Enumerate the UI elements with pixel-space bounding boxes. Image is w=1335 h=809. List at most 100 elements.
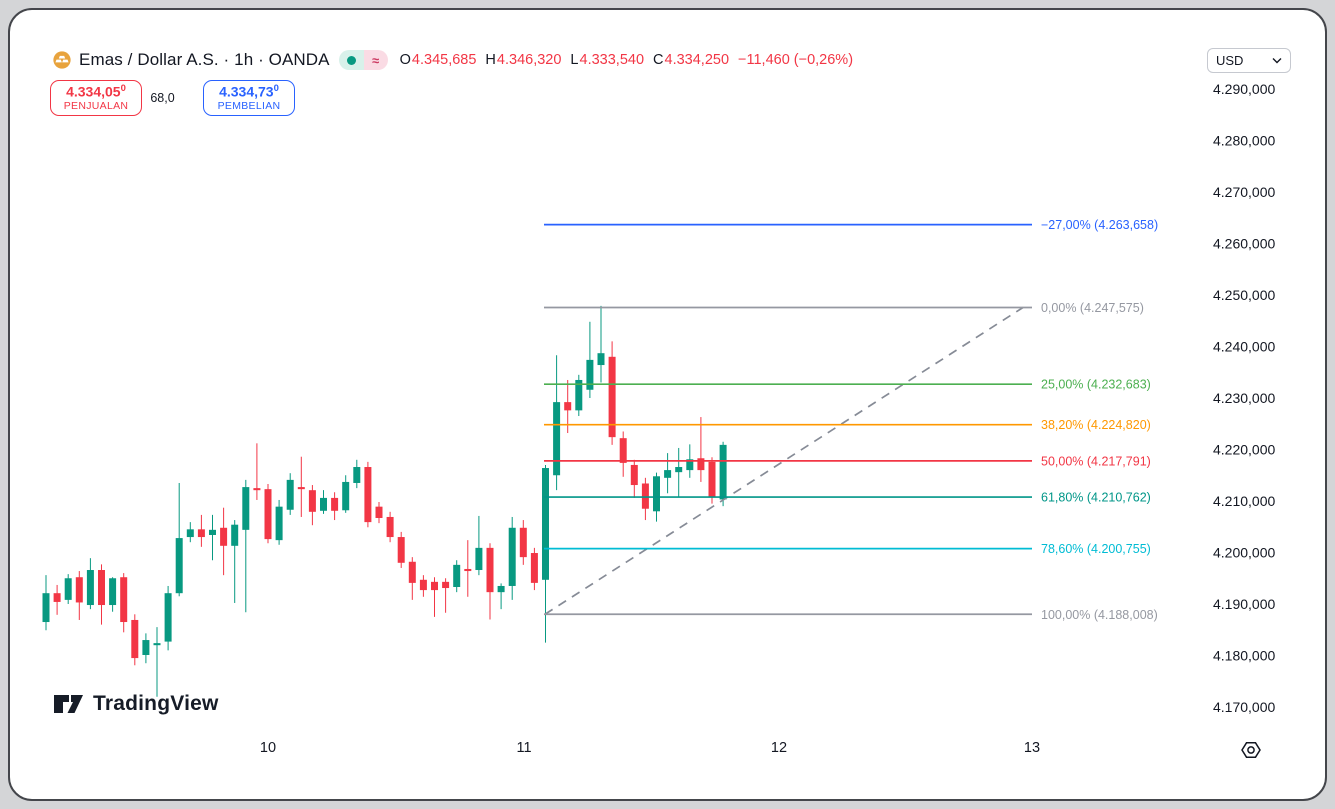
candle-body: [86, 570, 94, 606]
candle-body: [264, 489, 272, 540]
candle-body: [630, 464, 638, 486]
fib-level-label: 61,80% (4.210,762): [1041, 491, 1151, 505]
candle-body: [197, 529, 205, 538]
price-tick-label[interactable]: 4.260,000: [1213, 236, 1275, 252]
candle-body: [508, 527, 516, 586]
candle-body: [120, 577, 128, 623]
buy-button[interactable]: 4.334,730 PEMBELIAN: [203, 80, 295, 116]
sell-label: PENJUALAN: [63, 99, 129, 112]
tradingview-logo-icon: [54, 695, 83, 713]
candle-body: [320, 497, 327, 511]
price-tick-label[interactable]: 4.220,000: [1213, 442, 1275, 458]
close-label: C: [653, 52, 664, 68]
sell-price: 4.334,05: [66, 83, 121, 100]
candle-body: [497, 585, 505, 593]
candle-body: [64, 578, 72, 600]
chart-canvas: −27,00% (4.263,658) 0,00% (4.247,575) 25,0…: [8, 8, 1327, 801]
candle-body: [342, 481, 350, 511]
candle-body: [53, 593, 61, 602]
change-value: −11,460 (−0,26%): [738, 52, 854, 68]
candle-body: [542, 468, 549, 580]
candle-body: [275, 506, 283, 541]
fib-level-label: −27,00% (4.263,658): [1041, 218, 1158, 232]
price-tick-label[interactable]: 4.230,000: [1213, 390, 1275, 406]
candle-body: [386, 516, 394, 538]
fib-level-label: 0,00% (4.247,575): [1041, 301, 1144, 315]
candle-body: [308, 490, 316, 512]
sell-button[interactable]: 4.334,050 PENJUALAN: [50, 80, 142, 116]
candle-body: [664, 470, 672, 478]
candle-body: [164, 593, 172, 642]
candles-layer: [42, 305, 727, 697]
fib-retracement-layer: −27,00% (4.263,658) 0,00% (4.247,575) 25,0…: [544, 218, 1158, 622]
ohlc-readout: O 4.345,685 H 4.346,320 L 4.333,540 C 4.334,…: [400, 52, 853, 68]
candle-body: [375, 506, 383, 518]
candle-body: [575, 379, 583, 411]
candle-body: [242, 487, 250, 530]
candle-body: [653, 476, 660, 512]
time-tick-label[interactable]: 13: [1024, 740, 1040, 756]
tradingview-watermark[interactable]: TradingView: [52, 692, 219, 716]
candle-body: [686, 459, 694, 471]
open-label: O: [399, 52, 411, 68]
candle-body: [419, 579, 427, 591]
fib-level-label: 78,60% (4.200,755): [1041, 542, 1151, 556]
candle-body: [475, 547, 483, 571]
candle-body: [364, 467, 372, 523]
open-value: 4.345,685: [411, 52, 477, 68]
gold-coin-icon: [53, 51, 71, 69]
candle-body: [331, 497, 339, 511]
candle-body: [708, 461, 716, 498]
time-tick-label[interactable]: 12: [771, 740, 787, 756]
candle-body: [597, 353, 605, 366]
candle-body: [42, 593, 50, 623]
candle-body: [464, 568, 472, 572]
price-tick-label[interactable]: 4.250,000: [1213, 287, 1275, 303]
candle-body: [586, 359, 594, 390]
price-tick-label[interactable]: 4.200,000: [1213, 545, 1275, 561]
currency-dropdown[interactable]: USD: [1207, 48, 1291, 73]
chevron-down-icon: [1272, 58, 1282, 64]
chart-panel: −27,00% (4.263,658) 0,00% (4.247,575) 25,0…: [8, 8, 1327, 801]
market-open-dot-icon: [338, 50, 364, 70]
fib-level-label: 38,20% (4.224,820): [1041, 418, 1151, 432]
candle-body: [153, 643, 161, 646]
price-tick-label[interactable]: 4.240,000: [1213, 339, 1275, 355]
candle-body: [209, 529, 216, 535]
price-tick-label[interactable]: 4.180,000: [1213, 648, 1275, 664]
candle-body: [186, 529, 194, 538]
candle-body: [142, 640, 150, 655]
symbol-title[interactable]: Emas / Dollar A.S. · 1h · OANDA: [79, 50, 330, 69]
sell-price-sup: 0: [120, 83, 126, 95]
candlestick-chart[interactable]: −27,00% (4.263,658) 0,00% (4.247,575) 25,0…: [8, 8, 1327, 801]
symbol-header: Emas / Dollar A.S. · 1h · OANDA ≈ O 4.345…: [52, 49, 853, 71]
price-tick-label[interactable]: 4.280,000: [1213, 133, 1275, 149]
fib-level-label: 100,00% (4.188,008): [1041, 608, 1158, 622]
close-value: 4.334,250: [664, 52, 730, 68]
price-tick-label[interactable]: 4.210,000: [1213, 493, 1275, 509]
candle-body: [408, 561, 416, 583]
market-status-badge[interactable]: ≈: [338, 50, 388, 70]
candle-body: [675, 467, 683, 473]
time-tick-label[interactable]: 10: [260, 740, 276, 756]
candle-body: [453, 564, 461, 588]
time-tick-label[interactable]: 11: [516, 740, 531, 756]
axes-layer: 4.290,000 4.280,000 4.270,000 4.260,000 4.25…: [260, 81, 1276, 756]
price-scale-settings-icon[interactable]: [1240, 739, 1262, 761]
approx-price-icon: ≈: [363, 50, 388, 70]
currency-value: USD: [1216, 53, 1244, 68]
buy-label: PEMBELIAN: [217, 99, 281, 112]
price-tick-label[interactable]: 4.190,000: [1213, 596, 1275, 612]
candle-body: [431, 581, 438, 591]
candle-body: [220, 527, 228, 546]
candle-body: [697, 458, 705, 471]
price-tick-label[interactable]: 4.290,000: [1213, 81, 1275, 97]
candle-body: [530, 553, 538, 583]
candle-body: [75, 577, 83, 603]
price-tick-label[interactable]: 4.170,000: [1213, 699, 1275, 715]
candle-body: [109, 578, 117, 606]
price-tick-label[interactable]: 4.270,000: [1213, 184, 1275, 200]
high-label: H: [485, 52, 496, 68]
buy-price: 4.334,73: [219, 83, 274, 100]
